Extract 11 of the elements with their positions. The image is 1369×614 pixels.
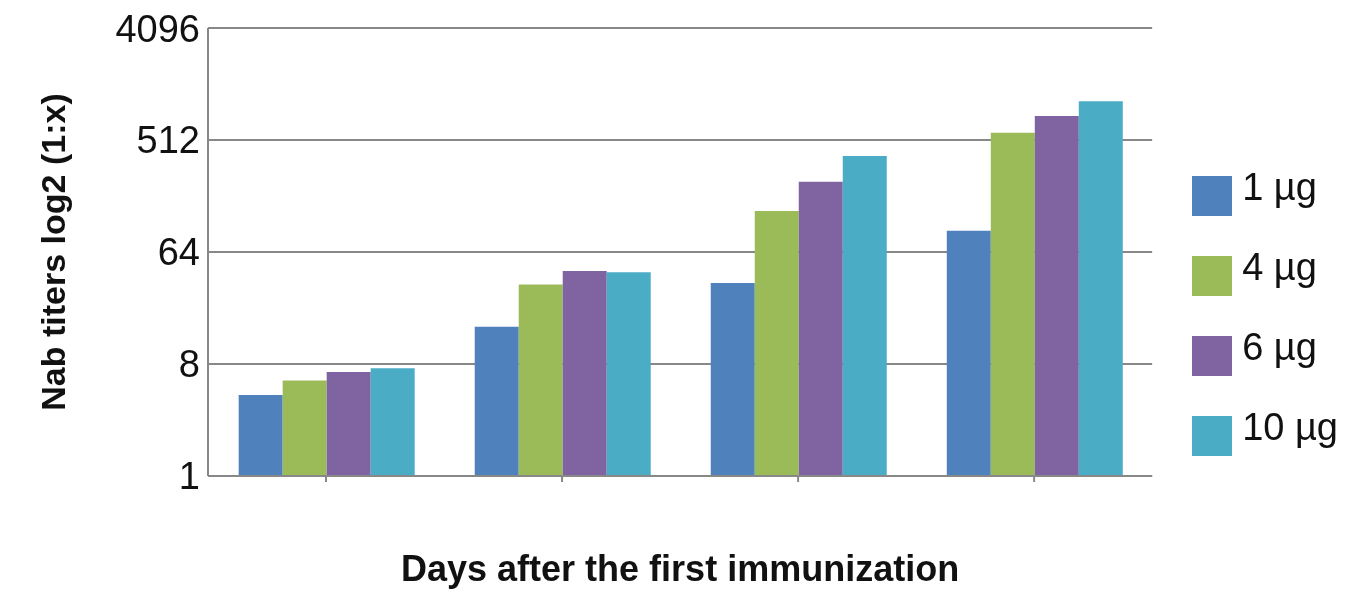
y-tick-label: 64 bbox=[157, 231, 200, 274]
y-axis-title: Nab titers log2 (1:x) bbox=[34, 93, 73, 411]
y-tick-label: 8 bbox=[178, 343, 200, 386]
legend-label: 6 µg bbox=[1242, 326, 1317, 368]
x-axis-title: Days after the first immunization bbox=[401, 548, 960, 589]
y-tick-label: 1 bbox=[178, 455, 200, 498]
legend-label: 1 µg bbox=[1242, 166, 1317, 208]
y-tick-label: 512 bbox=[136, 119, 200, 162]
legend-label: 10 µg bbox=[1242, 406, 1338, 448]
legend-label: 4 µg bbox=[1242, 246, 1317, 288]
y-tick-label: 4096 bbox=[115, 7, 200, 50]
